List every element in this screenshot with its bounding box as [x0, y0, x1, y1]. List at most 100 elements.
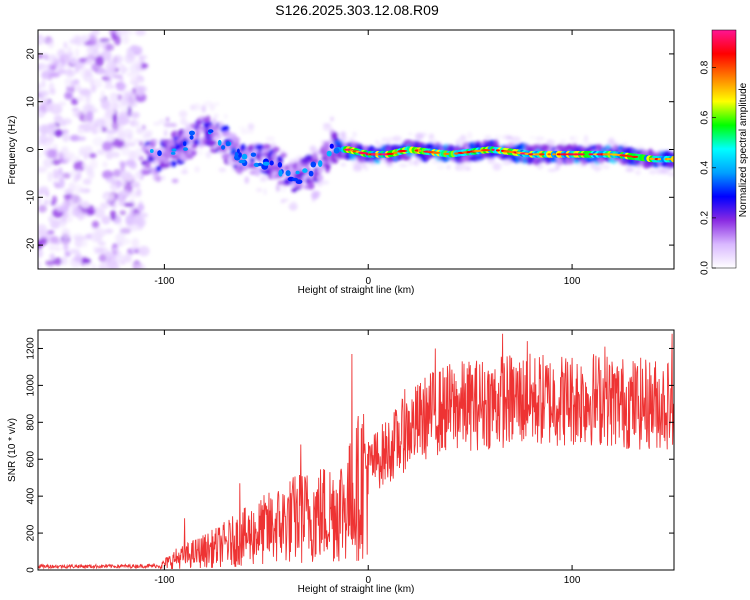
ridge-peak-blob — [657, 158, 662, 161]
ridge-blob — [213, 134, 222, 140]
scatter-blob — [457, 138, 466, 145]
noise-blob — [47, 171, 53, 182]
ridge-peak-blob — [627, 155, 633, 158]
noise-blob — [73, 160, 85, 172]
noise-blob — [138, 155, 144, 161]
noise-blob — [86, 45, 95, 55]
noise-blob — [54, 246, 62, 252]
scatter-blob — [350, 159, 356, 166]
spectrogram-marks — [38, 30, 674, 269]
ridge-peak-blob — [480, 149, 491, 152]
noise-blob — [38, 133, 48, 144]
ridge-blob — [307, 182, 315, 190]
snr-y-tick-label: 200 — [26, 524, 37, 541]
ridge-blob — [144, 162, 151, 169]
ridge-highlight — [262, 161, 270, 166]
ridge-peak-blob — [378, 153, 383, 156]
scatter-blob — [223, 114, 228, 119]
scatter-blob — [493, 134, 503, 140]
noise-blob — [120, 147, 131, 156]
noise-blob — [89, 204, 94, 215]
scatter-blob — [330, 116, 334, 122]
scatter-blob — [261, 174, 269, 182]
scatter-blob — [214, 102, 220, 106]
noise-blob — [85, 165, 94, 175]
noise-blob — [81, 258, 92, 264]
noise-blob — [38, 53, 44, 59]
snr-x-label: Height of straight line (km) — [298, 584, 415, 595]
ridge-blob — [141, 169, 151, 175]
spectrogram-x-tick-label: -100 — [154, 276, 174, 287]
ridge-blob — [305, 154, 314, 161]
noise-blob — [62, 201, 69, 207]
ridge-blob — [152, 139, 158, 144]
ridge-blob — [507, 142, 515, 148]
noise-blob — [46, 198, 52, 206]
ridge-peak-blob — [552, 153, 556, 156]
noise-blob — [71, 98, 79, 106]
ridge-highlight — [170, 151, 176, 155]
ridge-highlight — [171, 148, 177, 152]
noise-blob — [99, 266, 111, 269]
ridge-blob — [209, 140, 218, 145]
scatter-blob — [322, 180, 330, 185]
scatter-blob — [534, 136, 545, 141]
ridge-highlight — [318, 160, 323, 168]
noise-blob — [86, 104, 94, 111]
noise-blob — [47, 38, 55, 49]
noise-blob — [80, 34, 89, 43]
ridge-blob — [321, 156, 326, 161]
noise-blob — [62, 234, 72, 239]
ridge-highlight — [157, 150, 162, 157]
scatter-blob — [633, 169, 642, 175]
noise-blob — [51, 159, 61, 166]
ridge-peak-blob — [577, 153, 585, 156]
scatter-blob — [546, 139, 552, 145]
noise-blob — [85, 96, 91, 105]
ridge-peak-blob — [588, 153, 594, 156]
noise-blob — [79, 88, 91, 96]
noise-blob — [131, 237, 140, 249]
noise-blob — [52, 203, 62, 209]
scatter-blob — [247, 123, 255, 131]
noise-blob — [94, 208, 105, 219]
ridge-core-blob — [670, 155, 674, 163]
noise-blob — [91, 220, 100, 229]
scatter-blob — [413, 160, 418, 165]
ridge-highlight — [310, 161, 317, 168]
noise-blob — [104, 84, 116, 90]
ridge-blob — [206, 115, 211, 124]
scatter-blob — [429, 133, 435, 139]
noise-blob — [38, 248, 43, 258]
ridge-highlight — [278, 169, 283, 177]
ridge-blob — [324, 163, 331, 170]
noise-blob — [45, 260, 56, 266]
noise-blob — [105, 68, 117, 79]
spectrogram-x-ticks: -100 0 100 — [154, 30, 581, 287]
scatter-blob — [381, 137, 389, 143]
ridge-blob — [320, 144, 331, 151]
noise-blob — [75, 156, 80, 162]
scatter-blob — [408, 132, 413, 136]
noise-blob — [124, 142, 137, 147]
scatter-blob — [398, 163, 408, 168]
scatter-blob — [570, 136, 574, 141]
noise-blob — [65, 60, 71, 70]
ridge-peak-blob — [454, 152, 459, 155]
noise-blob — [58, 101, 67, 107]
ridge-peak-blob — [559, 153, 569, 156]
scatter-blob — [282, 198, 289, 202]
noise-blob — [137, 203, 145, 212]
noise-blob — [62, 133, 70, 142]
noise-blob — [111, 32, 117, 41]
scatter-blob — [238, 126, 247, 130]
noise-blob — [131, 60, 142, 66]
snr-y-tick-label: 400 — [26, 487, 37, 504]
noise-blob — [111, 121, 120, 131]
noise-blob — [118, 189, 131, 198]
scatter-blob — [436, 165, 445, 170]
ridge-highlight — [291, 177, 299, 182]
noise-blob — [120, 90, 131, 95]
scatter-blob — [349, 137, 355, 143]
ridge-blob — [317, 174, 323, 182]
